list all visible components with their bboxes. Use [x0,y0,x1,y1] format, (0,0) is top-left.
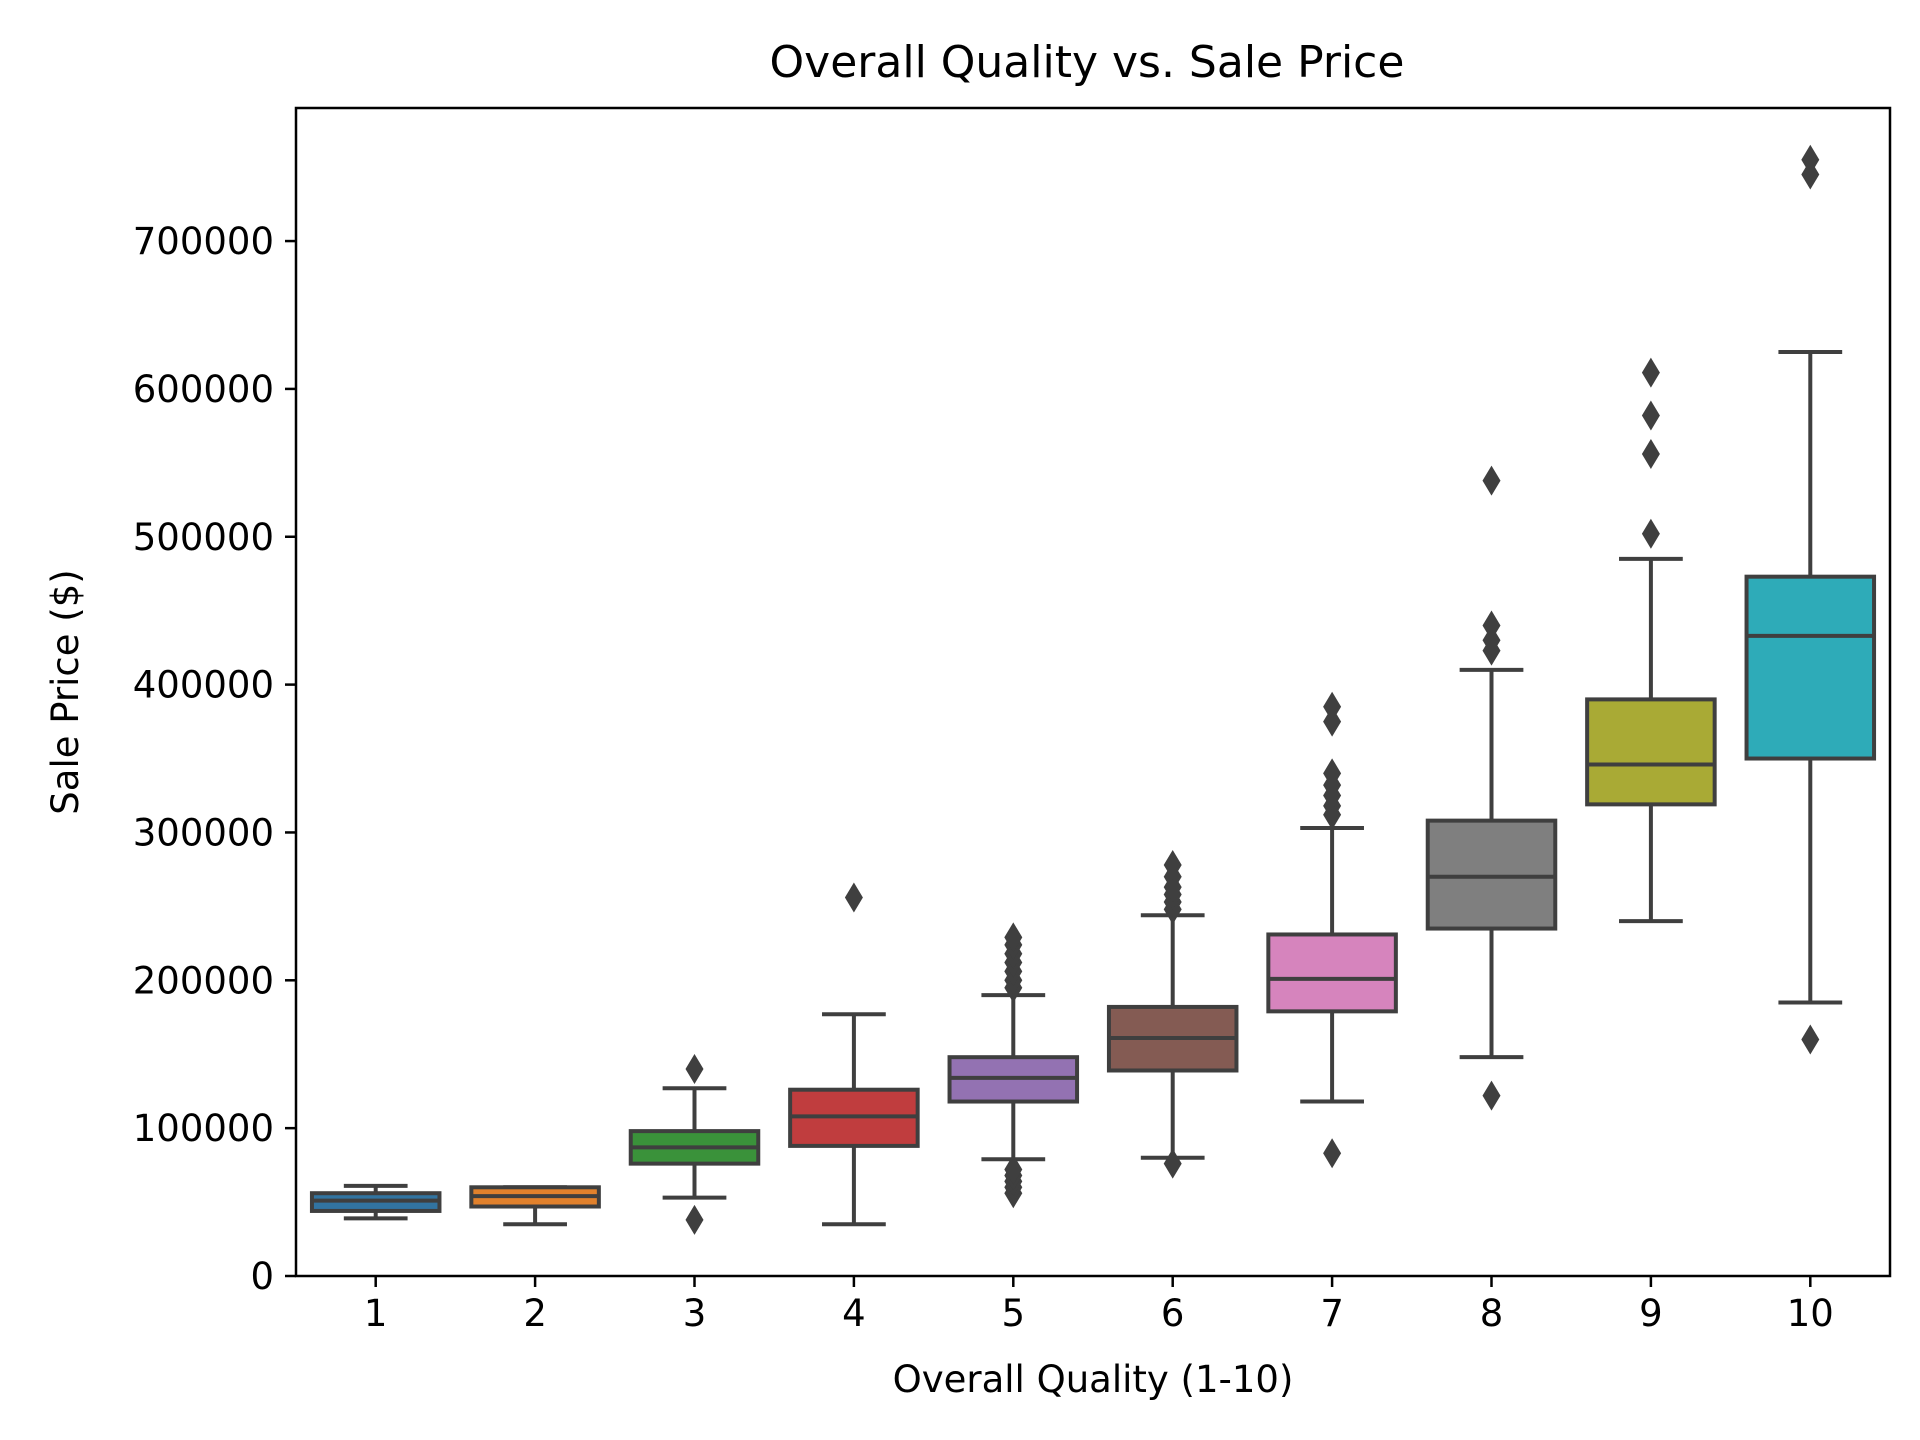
outlier-point [844,882,863,913]
x-tick-label: 10 [1787,1292,1834,1335]
box-group-2 [469,1185,601,1227]
y-axis-label: Sale Price ($) [44,569,87,814]
x-tick-label: 7 [1320,1292,1344,1335]
x-tick-label: 2 [523,1292,547,1335]
box-group-6 [1106,849,1239,1179]
x-tick-label: 1 [364,1292,388,1335]
y-tick-label: 400000 [133,664,274,707]
outlier-point [1641,400,1660,431]
outlier-point [1004,1154,1023,1185]
y-tick-label: 0 [250,1255,274,1298]
y-tick-label: 100000 [133,1107,274,1150]
x-tick-label: 4 [842,1292,866,1335]
outlier-point [685,1204,704,1235]
y-tick-label: 300000 [133,811,274,854]
x-tick-label: 3 [683,1292,707,1335]
box-body [1744,574,1877,761]
plot-area [309,144,1877,1235]
outlier-point [1641,518,1660,549]
outlier-point [1323,691,1342,722]
outlier-point [1004,922,1023,953]
x-tick-label: 6 [1161,1292,1185,1335]
plot-frame [294,106,1892,1278]
y-tick-label: 700000 [133,220,274,263]
outlier-point [685,1054,704,1085]
box-body [1585,697,1717,807]
x-axis-label: Overall Quality (1-10) [893,1358,1294,1401]
y-tick-label: 500000 [133,516,274,559]
outlier-point [1641,357,1660,388]
box-group-7 [1266,691,1398,1169]
chart-title: Overall Quality vs. Sale Price [770,37,1405,88]
box-group-1 [309,1183,442,1221]
box-group-4 [788,882,920,1227]
outlier-point [1323,1138,1342,1169]
outlier-point [1641,438,1660,469]
y-tick-label: 200000 [133,959,274,1002]
outlier-point [1482,1080,1501,1111]
box-group-9 [1585,357,1717,924]
box-group-8 [1425,465,1558,1111]
outlier-point [1482,465,1501,496]
x-tick-label: 9 [1639,1292,1663,1335]
box-group-10 [1744,144,1877,1055]
outlier-point [1801,1024,1820,1055]
y-tick-label: 600000 [133,368,274,411]
axes: 0 100000 200000 300000 400000 500000 600000 700… [133,220,1834,1335]
outlier-point [1801,144,1820,175]
outlier-point [1163,1148,1182,1179]
box-group-3 [628,1054,761,1235]
box-group-5 [947,922,1080,1209]
x-tick-label: 5 [1002,1292,1026,1335]
box-body [1425,818,1558,931]
x-tick-label: 8 [1480,1292,1504,1335]
outlier-point [1482,610,1501,641]
outlier-point [1163,849,1182,880]
outlier-point [1323,758,1342,789]
box-body [1266,932,1398,1014]
